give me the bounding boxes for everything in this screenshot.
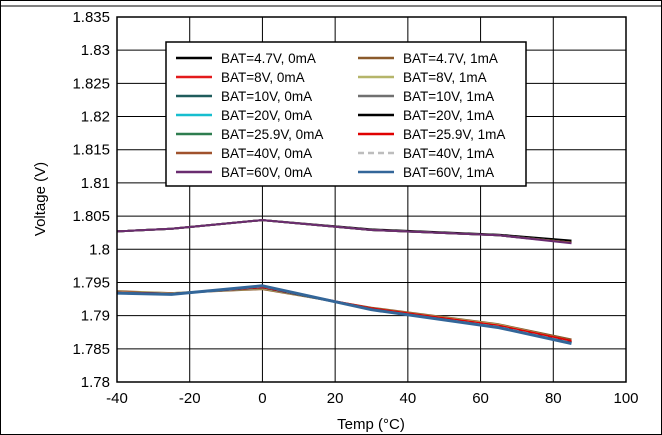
y-tick-label: 1.795: [72, 274, 110, 291]
y-tick-label: 1.8: [89, 241, 110, 258]
legend-label: BAT=10V, 1mA: [403, 89, 494, 104]
y-tick-label: 1.805: [72, 208, 110, 225]
legend-box: [165, 41, 527, 187]
y-tick-label: 1.83: [81, 42, 110, 59]
legend-label: BAT=20V, 0mA: [221, 108, 312, 123]
legend-label: BAT=25.9V, 1mA: [403, 127, 505, 142]
legend-label: BAT=40V, 1mA: [403, 146, 494, 161]
y-tick-label: 1.79: [81, 308, 110, 325]
x-tick-label: 100: [613, 390, 638, 407]
y-tick-label: 1.82: [81, 109, 110, 126]
series-layer: [116, 219, 572, 345]
legend-label: BAT=60V, 0mA: [221, 165, 312, 180]
legend-label: BAT=4.7V, 0mA: [221, 51, 316, 66]
x-tick-label: 40: [400, 390, 417, 407]
legend-label: BAT=10V, 0mA: [221, 89, 312, 104]
plot-border: [116, 16, 627, 383]
legend-label: BAT=4.7V, 1mA: [403, 51, 498, 66]
legend-label: BAT=8V, 0mA: [221, 70, 305, 85]
y-tick-label: 1.81: [81, 175, 110, 192]
legend-label: BAT=40V, 0mA: [221, 146, 312, 161]
y-axis-title: Voltage (V): [32, 162, 49, 236]
legend-label: BAT=20V, 1mA: [403, 108, 494, 123]
x-tick-label: 0: [258, 390, 266, 407]
x-tick-label: 60: [472, 390, 489, 407]
series-line: [116, 219, 572, 245]
x-tick-labels: -40 -20 0 20 40 60 80 100: [106, 390, 638, 407]
y-tick-label: 1.825: [72, 75, 110, 92]
y-tick-label: 1.815: [72, 142, 110, 159]
x-tick-label: 20: [327, 390, 344, 407]
y-tick-label: 1.785: [72, 341, 110, 358]
legend-label: BAT=60V, 1mA: [403, 165, 494, 180]
legend: BAT=4.7V, 0mA BAT=8V, 0mA BAT=10V, 0mA BAT=…: [165, 41, 527, 187]
x-tick-label: -40: [106, 390, 128, 407]
legend-label: BAT=25.9V, 0mA: [221, 127, 323, 142]
y-tick-label: 1.835: [72, 9, 110, 26]
y-tick-label: 1.78: [81, 374, 110, 391]
series-line: [116, 284, 572, 345]
y-tick-labels: 1.78 1.785 1.79 1.795 1.8 1.805 1.81 1.815 1.82 1…: [72, 9, 110, 391]
x-axis-title: Temp (°C): [337, 416, 405, 433]
x-tick-label: -20: [179, 390, 201, 407]
legend-label: BAT=8V, 1mA: [403, 70, 487, 85]
x-tick-label: 80: [545, 390, 562, 407]
